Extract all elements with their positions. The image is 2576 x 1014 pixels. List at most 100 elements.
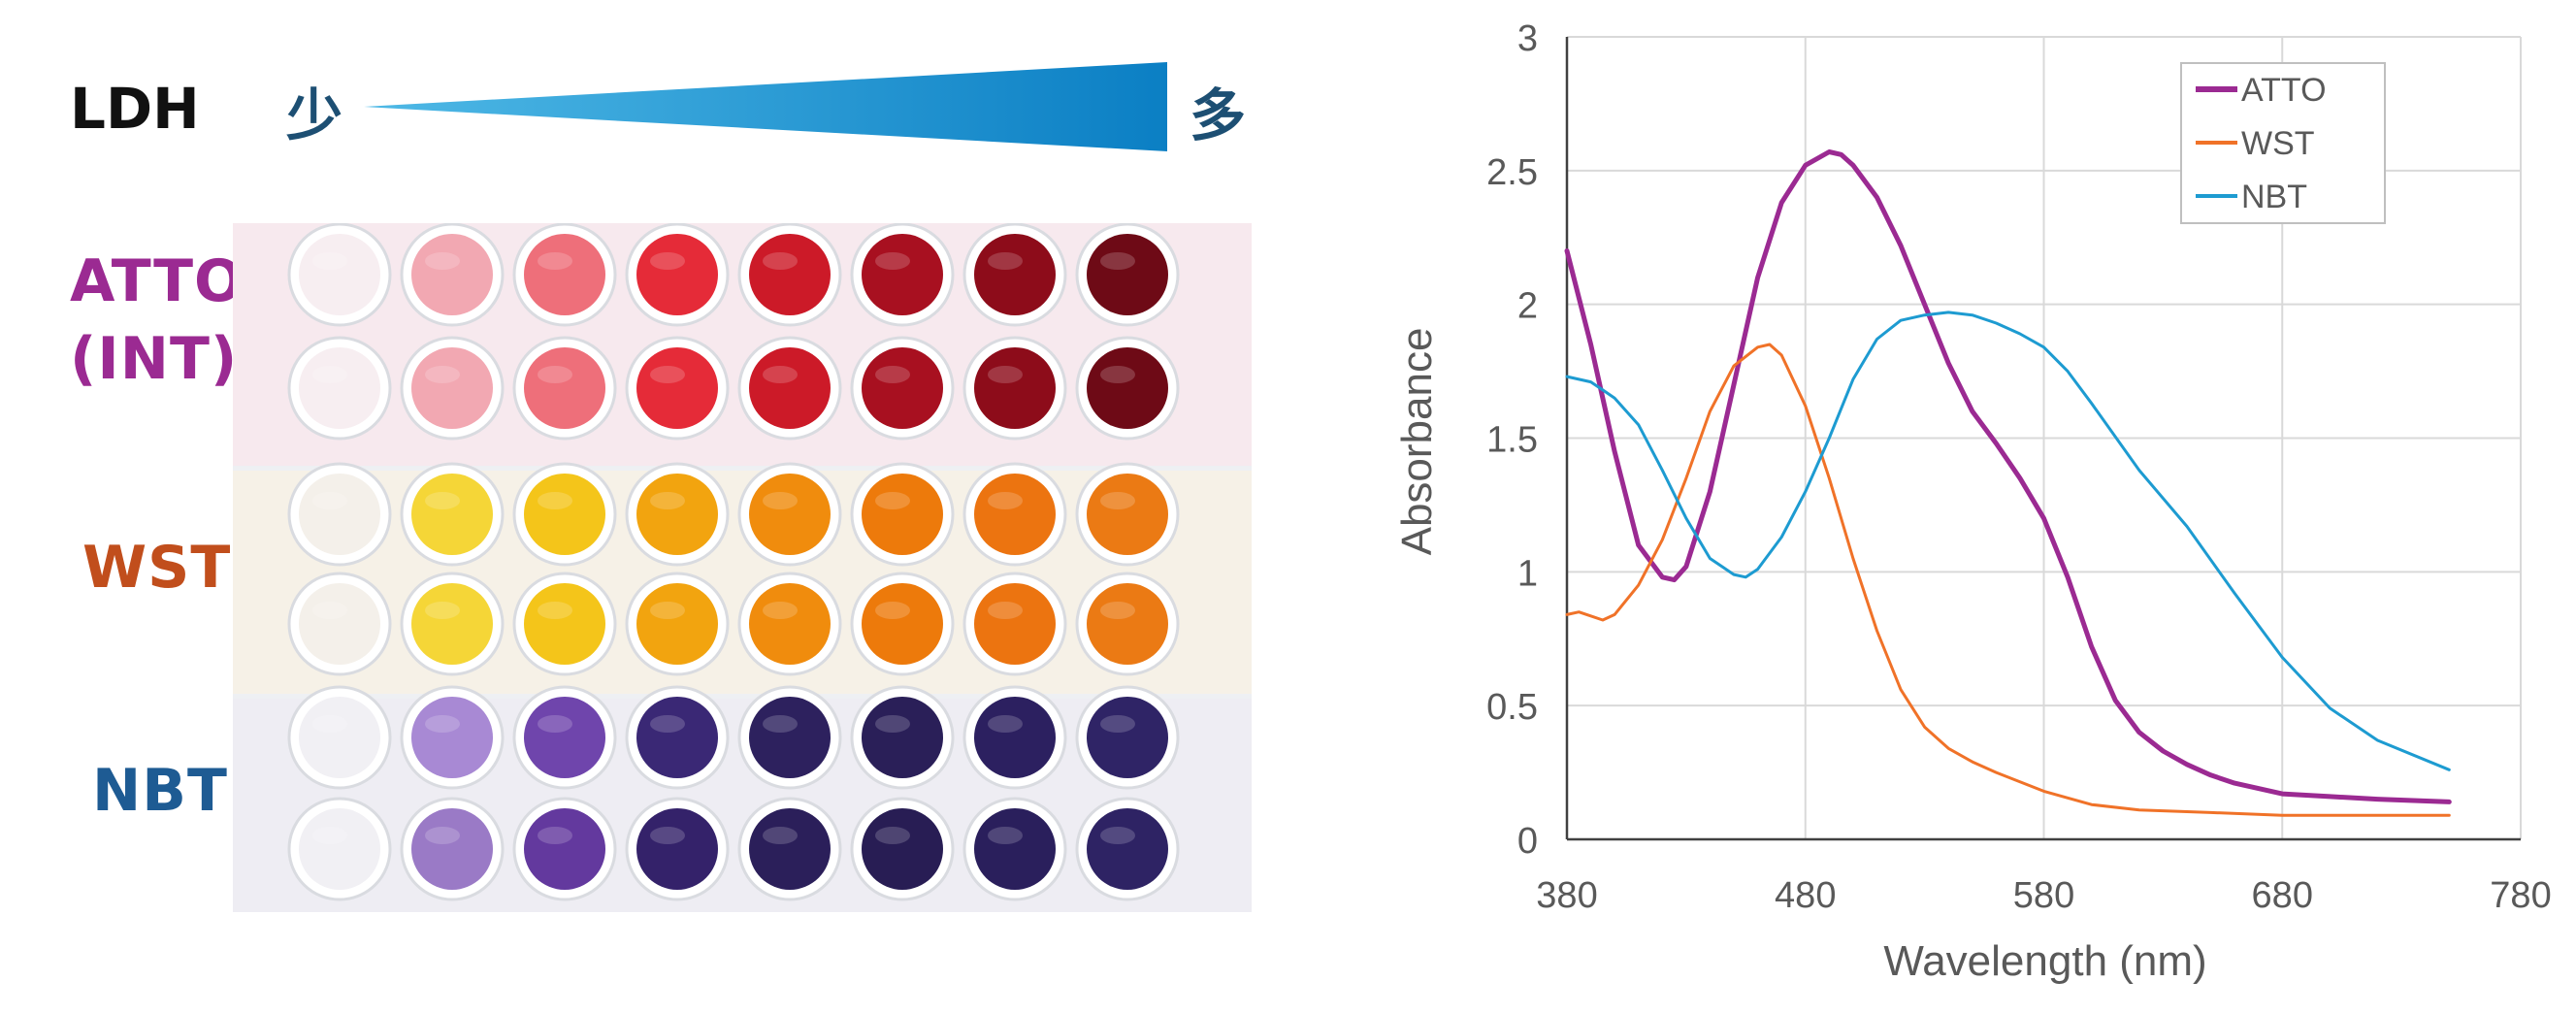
well-nbt	[974, 697, 1056, 778]
well-wst	[411, 474, 493, 555]
well-nbt	[862, 808, 943, 890]
well-highlight	[988, 602, 1023, 619]
ldh-label: LDH	[70, 76, 200, 142]
well-highlight	[425, 252, 460, 270]
well-highlight	[312, 366, 347, 383]
well-highlight	[312, 252, 347, 270]
series-line-atto	[1564, 149, 2452, 804]
y-tick-label: 3	[1517, 18, 1538, 59]
well-highlight	[312, 715, 347, 733]
well-nbt	[1087, 808, 1168, 890]
well-plate-photo	[233, 223, 1252, 912]
well-nbt	[411, 697, 493, 778]
well-highlight	[988, 715, 1023, 733]
x-axis-title: Wavelength (nm)	[1883, 937, 2206, 985]
well-highlight	[1100, 715, 1135, 733]
well-nbt	[299, 697, 380, 778]
well-atto	[974, 347, 1056, 429]
well-highlight	[650, 602, 685, 619]
legend: ATTO WST NBT	[2180, 62, 2386, 224]
well-atto	[299, 234, 380, 315]
well-highlight	[1100, 492, 1135, 509]
atto-label-line1: ATTO	[70, 247, 245, 315]
well-wst	[299, 474, 380, 555]
well-highlight	[425, 366, 460, 383]
well-highlight	[650, 715, 685, 733]
well-nbt	[411, 808, 493, 890]
atto-label-line2: (INT)	[70, 325, 239, 393]
legend-label: ATTO	[2241, 72, 2327, 109]
well-highlight	[763, 602, 798, 619]
well-highlight	[650, 252, 685, 270]
well-highlight	[312, 492, 347, 509]
well-highlight	[538, 602, 572, 619]
well-wst	[862, 583, 943, 665]
well-highlight	[312, 602, 347, 619]
well-atto	[862, 234, 943, 315]
x-tick-label: 580	[2013, 875, 2074, 916]
well-wst	[524, 583, 605, 665]
well-atto	[524, 347, 605, 429]
well-nbt	[749, 697, 831, 778]
well-atto	[411, 234, 493, 315]
well-highlight	[988, 252, 1023, 270]
well-highlight	[425, 827, 460, 844]
y-tick-label: 1.5	[1486, 420, 1538, 461]
absorbance-chart-panel: 0 0.5 1 1.5 2 2.5 3 380 480 580 680 780 ATTO WST NBT …	[1349, 0, 2576, 1009]
plate-photo-panel: LDH 少 多 ATTO (INT) WST NBT	[0, 0, 1290, 1009]
well-highlight	[875, 827, 910, 844]
well-highlight	[875, 715, 910, 733]
well-highlight	[1100, 252, 1135, 270]
well-highlight	[538, 827, 572, 844]
series	[1564, 149, 2452, 817]
series-line-wst	[1565, 343, 2451, 817]
well-wst	[749, 474, 831, 555]
low-amount-label: 少	[286, 82, 343, 148]
well-highlight	[538, 252, 572, 270]
well-highlight	[988, 366, 1023, 383]
well-highlight	[425, 602, 460, 619]
well-wst	[1087, 583, 1168, 665]
well-nbt	[974, 808, 1056, 890]
well-nbt	[862, 697, 943, 778]
well-wst	[1087, 474, 1168, 555]
y-tick-label: 2	[1517, 286, 1538, 327]
well-highlight	[425, 492, 460, 509]
x-tick-label: 780	[2490, 875, 2551, 916]
y-tick-label: 0.5	[1486, 687, 1538, 728]
legend-label: WST	[2241, 125, 2315, 162]
well-highlight	[538, 492, 572, 509]
well-atto	[636, 234, 718, 315]
well-atto	[524, 234, 605, 315]
well-atto	[1087, 347, 1168, 429]
nbt-row-label: NBT	[92, 757, 228, 825]
x-tick-label: 380	[1536, 875, 1597, 916]
well-wst	[411, 583, 493, 665]
y-tick-label: 2.5	[1486, 152, 1538, 193]
y-tick-label: 1	[1517, 553, 1538, 594]
well-wst	[974, 583, 1056, 665]
well-atto	[749, 347, 831, 429]
well-highlight	[988, 827, 1023, 844]
well-atto	[411, 347, 493, 429]
well-nbt	[524, 697, 605, 778]
well-nbt	[299, 808, 380, 890]
wst-row-label: WST	[82, 534, 232, 602]
well-highlight	[312, 827, 347, 844]
y-tick-label: 0	[1517, 821, 1538, 862]
well-highlight	[763, 252, 798, 270]
y-axis-title: Absorbance	[1393, 328, 1441, 556]
well-highlight	[875, 602, 910, 619]
atto-row-label: ATTO (INT)	[70, 243, 245, 398]
well-highlight	[763, 366, 798, 383]
well-wst	[636, 583, 718, 665]
well-highlight	[538, 366, 572, 383]
well-highlight	[763, 827, 798, 844]
well-highlight	[763, 492, 798, 509]
well-atto	[974, 234, 1056, 315]
well-nbt	[636, 697, 718, 778]
x-tick-label: 680	[2252, 875, 2313, 916]
well-highlight	[988, 492, 1023, 509]
well-highlight	[1100, 602, 1135, 619]
